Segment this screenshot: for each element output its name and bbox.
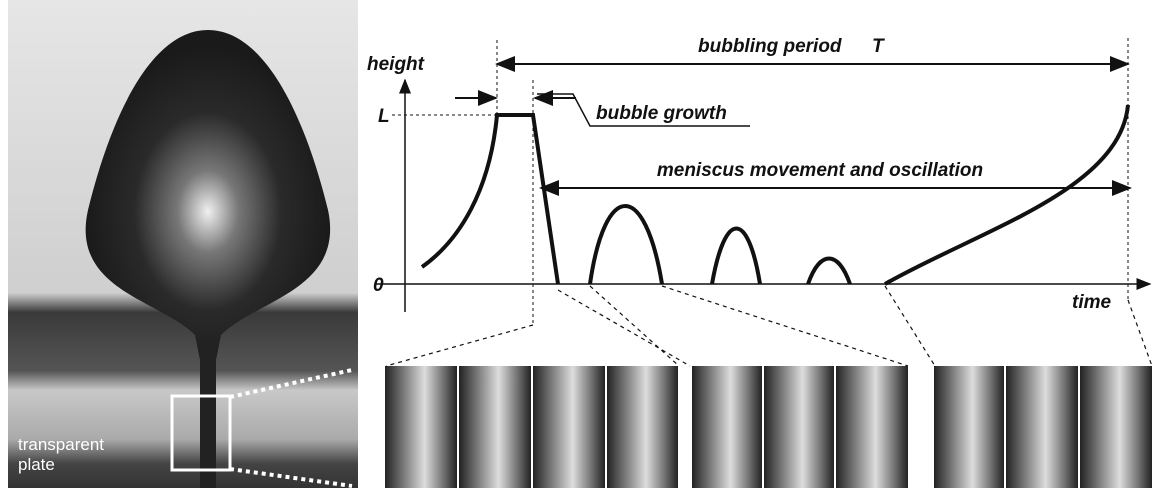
label-line: plate <box>18 455 55 474</box>
period-label: bubbling period <box>698 36 842 57</box>
level-0: 0 <box>373 275 384 296</box>
photo-label: transparent plate <box>18 435 104 474</box>
y-axis-label: height <box>367 54 425 75</box>
photo: transparent plate <box>8 0 358 488</box>
period-symbol: T <box>872 36 885 57</box>
growth-label: bubble growth <box>596 103 727 124</box>
x-axis-label: time <box>1072 292 1112 313</box>
level-l: L <box>378 106 390 127</box>
photo-strips <box>385 366 1152 488</box>
axes <box>375 38 1153 367</box>
label-line: transparent <box>18 435 104 454</box>
meniscus-label: meniscus movement and oscillation <box>657 160 983 181</box>
